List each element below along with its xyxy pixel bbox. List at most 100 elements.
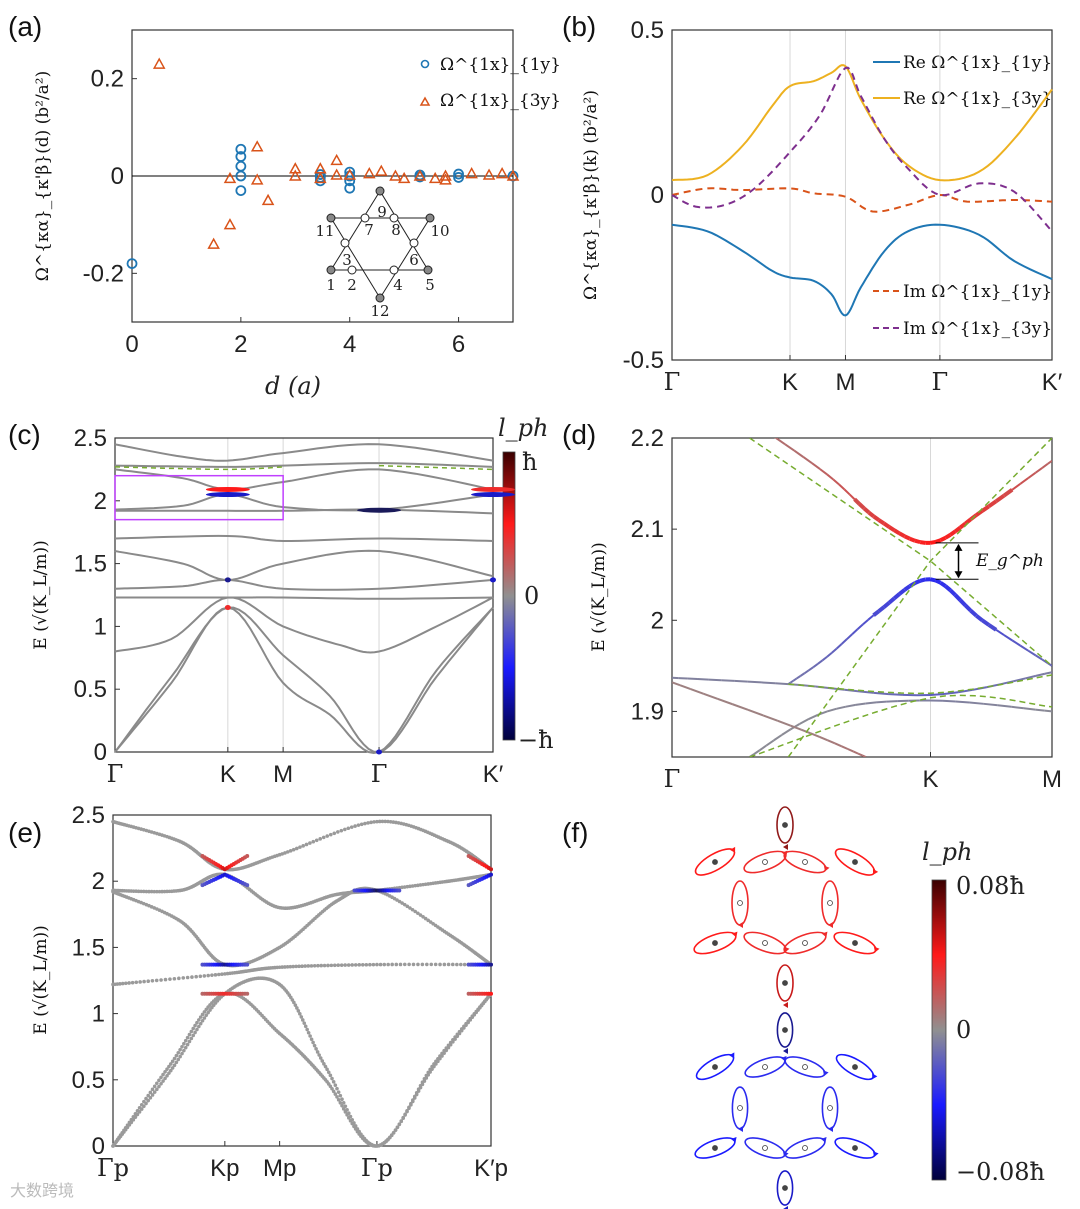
a-point-omega-3y [330, 168, 343, 180]
orbit-site [712, 940, 718, 946]
e-band-point [470, 1014, 475, 1018]
e-band-point [325, 834, 330, 838]
e-band-point [322, 1062, 326, 1066]
kagome-site [326, 213, 336, 223]
d-band-segment [853, 497, 861, 506]
e-band-point [434, 1059, 438, 1064]
f-orbit-ellipse [784, 1056, 829, 1078]
e-band-point [345, 1107, 349, 1112]
e-band-point [328, 832, 333, 837]
e-band-point [360, 963, 365, 967]
d-band-segment [955, 700, 970, 704]
e-band-point [418, 913, 423, 917]
kagome-site [340, 238, 350, 248]
e-band-point [425, 962, 429, 967]
b-xtick-label: Γ [664, 368, 681, 396]
e-band-point [183, 1038, 188, 1043]
e-band-point [168, 977, 172, 981]
d-band-segment [781, 728, 792, 736]
e-band-point [330, 1086, 334, 1091]
e-band-point [283, 851, 287, 855]
orbit-site [852, 940, 858, 946]
f-orbit-ellipse [694, 846, 736, 876]
kagome-site [347, 265, 357, 275]
e-band-point [129, 1120, 134, 1125]
e-band-point [127, 1123, 132, 1127]
orbit-arrow-icon [820, 1136, 827, 1143]
d-axes: Γ K M 1.9 2 2.1 2.2 [631, 425, 1062, 793]
e-band-point [298, 845, 302, 849]
d-ytick-label: 2.1 [631, 516, 664, 543]
orbit-site [852, 1064, 858, 1070]
a-point-omega-3y [439, 173, 452, 185]
orbit-site [827, 900, 833, 906]
e-band-point [375, 962, 379, 967]
d-band-segment [948, 588, 957, 597]
d-band-segment [1047, 459, 1052, 465]
orbit-site [852, 1145, 858, 1151]
e-band-point [285, 850, 290, 854]
e-ylabel: E (√(K_L/m)) [31, 925, 51, 1035]
d-band-segment [761, 681, 776, 685]
d-band-segment [953, 593, 962, 602]
e-band-point [297, 964, 301, 969]
d-band-segment [835, 643, 843, 650]
e-band-point [382, 962, 387, 967]
a-point-omega-3y [152, 57, 166, 69]
e-band-point [440, 1051, 444, 1056]
e-band-point [462, 1024, 466, 1029]
a-xtick-label: 6 [452, 331, 465, 358]
e-lph-point [489, 872, 493, 877]
d-band-segment [994, 494, 1006, 503]
d-band-segment [975, 614, 984, 622]
e-band-point [206, 1010, 210, 1015]
e-band-point [436, 1056, 440, 1061]
d-band-segment [821, 655, 828, 662]
a-xtick-label: 0 [125, 331, 138, 358]
kagome-bond [330, 217, 381, 299]
d-band-segment [784, 443, 795, 452]
e-band-point [407, 962, 411, 967]
watermark: 大数跨境 [10, 1181, 74, 1200]
e-band-point [315, 1050, 320, 1054]
e-band-point [301, 844, 306, 848]
e-band-point [369, 820, 373, 825]
e-band-point [411, 962, 416, 967]
d-band-segment [690, 688, 704, 695]
d-band-segment [838, 483, 846, 491]
b-plot-frame [671, 29, 1053, 361]
orbit-arrow-icon [730, 1136, 737, 1143]
d-fit-dashed [749, 438, 1052, 667]
e-band-point [154, 978, 159, 983]
kagome-site [425, 213, 435, 223]
d-band-segment [792, 677, 798, 682]
e-band-point [414, 1090, 419, 1095]
a-axes: 0 2 4 6-0.200.2 [83, 29, 514, 358]
e-band-point [144, 1101, 148, 1106]
e-band-point [139, 889, 143, 894]
panel-label-b: (b) [562, 11, 596, 42]
e-band-point [303, 1024, 308, 1029]
e-band-point [155, 1087, 159, 1092]
d-band-segment [919, 577, 926, 583]
e-band-point [331, 1089, 336, 1094]
f-orbit-ellipse [731, 880, 749, 928]
kagome-site-label: 10 [430, 222, 449, 240]
e-band-point [343, 827, 347, 832]
e-band-point [172, 976, 177, 981]
e-band-point [130, 980, 135, 985]
e-band-point [459, 962, 463, 967]
e-band-point [386, 962, 390, 967]
e-xtick-label: Γp [361, 1154, 393, 1182]
e-band-point [185, 1042, 190, 1047]
e-band-point [176, 1057, 181, 1062]
d-band-segment [914, 538, 921, 545]
a-legend-1: Ω^{1x}_{1y} [440, 55, 561, 75]
e-band-point [304, 842, 309, 847]
e-band-point [177, 976, 181, 981]
f-colorbar: l_ph 0.08ħ 0 −0.08ħ [922, 838, 1045, 1186]
orbit-site [762, 859, 768, 865]
f-orbit-diagram [693, 806, 880, 1209]
e-band-point [200, 1012, 205, 1017]
e-band-point [125, 1125, 130, 1130]
